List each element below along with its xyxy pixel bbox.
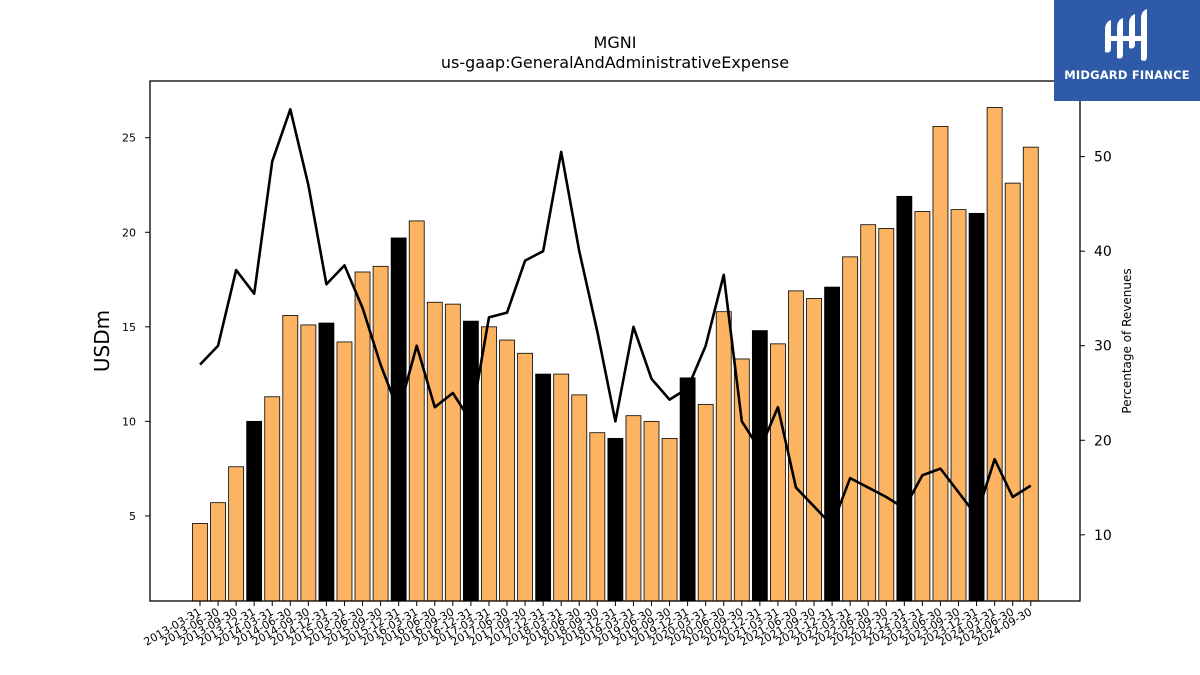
bar-2022-12-31 <box>896 195 913 602</box>
midgard-logo-icon <box>1105 9 1147 61</box>
logo-text: MIDGARD FINANCE <box>1064 68 1190 82</box>
y2-axis-label: Percentage of Revenues <box>1120 268 1134 413</box>
bars-group <box>192 107 1039 602</box>
bar-2022-09-30 <box>878 228 895 602</box>
bar-2020-06-30 <box>715 311 732 602</box>
bar-2019-12-31 <box>679 377 696 602</box>
bar-2013-03-31 <box>192 523 208 602</box>
bar-2017-03-31 <box>481 326 497 602</box>
y2-tick-label: 10 <box>1094 528 1112 544</box>
bar-2021-03-31 <box>770 343 786 602</box>
bar-2024-06-30 <box>1004 182 1021 602</box>
chart-subtitle: us-gaap:GeneralAndAdministrativeExpense <box>441 53 789 72</box>
y2-tick-label: 40 <box>1094 244 1112 260</box>
bar-2015-12-31 <box>390 237 407 602</box>
bar-2016-06-30 <box>426 301 443 602</box>
y-tick-label: 5 <box>129 510 136 523</box>
bar-2014-12-31 <box>318 322 335 602</box>
bar-2019-09-30 <box>661 437 678 602</box>
bar-2023-12-31 <box>968 212 985 602</box>
bar-2024-09-30 <box>1022 146 1039 602</box>
bar-2024-03-31 <box>986 107 1003 602</box>
y-tick-label: 25 <box>122 132 136 145</box>
bar-2015-09-30 <box>372 265 389 602</box>
bar-2019-03-31 <box>625 415 642 602</box>
bar-2016-12-31 <box>462 320 479 602</box>
bar-2017-09-30 <box>517 352 533 602</box>
bar-2018-09-30 <box>589 432 606 602</box>
bar-2021-12-31 <box>824 286 840 602</box>
right-axis: 10 20 30 40 50 <box>1080 150 1112 544</box>
y2-tick-label: 50 <box>1094 150 1112 166</box>
bar-2017-12-31 <box>535 373 552 602</box>
y2-tick-label: 30 <box>1094 339 1112 355</box>
y-tick-label: 10 <box>122 415 136 428</box>
bar-2021-09-30 <box>806 298 822 602</box>
left-axis: 5 10 15 20 25 <box>122 132 150 523</box>
bar-2018-06-30 <box>571 394 588 602</box>
bar-2021-06-30 <box>788 290 804 602</box>
bar-2020-03-31 <box>697 403 714 602</box>
bar-2020-09-30 <box>733 358 750 602</box>
y-tick-label: 15 <box>122 321 136 334</box>
bar-2013-06-30 <box>210 502 226 602</box>
bar-2014-06-30 <box>282 315 299 602</box>
bar-2017-06-30 <box>499 339 515 602</box>
bar-2022-06-30 <box>860 224 877 602</box>
line-group <box>199 108 1032 527</box>
bar-2019-06-30 <box>643 420 660 602</box>
x-axis: 2013-03-312013-06-302013-09-302013-12-31… <box>142 601 1034 649</box>
y2-tick-label: 20 <box>1094 433 1112 449</box>
bar-2013-12-31 <box>246 420 263 602</box>
chart-title: MGNI <box>594 33 637 52</box>
bar-2018-03-31 <box>553 373 570 602</box>
bar-2023-03-31 <box>914 211 931 602</box>
bar-2023-09-30 <box>950 209 967 602</box>
bar-2014-03-31 <box>264 396 281 602</box>
bar-2016-09-30 <box>444 303 461 602</box>
brand-logo: MIDGARD FINANCE <box>1054 0 1200 101</box>
y-tick-label: 20 <box>122 226 136 239</box>
bar-2015-03-31 <box>336 341 353 602</box>
bar-2023-06-30 <box>932 125 949 602</box>
bar-2018-12-31 <box>607 437 624 602</box>
bar-2013-09-30 <box>228 466 245 602</box>
percentage-of-revenues-line <box>199 108 1032 527</box>
y-axis-label: USDm <box>90 310 114 372</box>
bar-2016-03-31 <box>408 220 425 602</box>
bar-2014-09-30 <box>300 324 317 602</box>
bar-2022-03-31 <box>842 256 859 602</box>
bar-2020-12-31 <box>751 330 768 602</box>
